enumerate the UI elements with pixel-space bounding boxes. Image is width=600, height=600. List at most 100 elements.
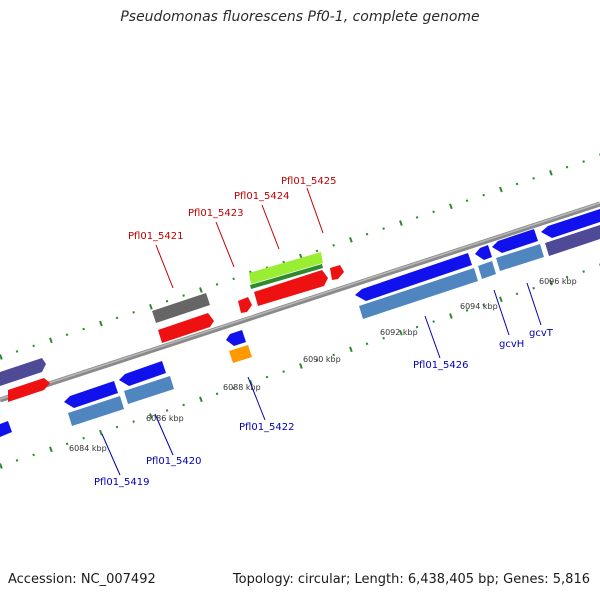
feature-red-5424[interactable] (254, 270, 328, 306)
minor-tick (15, 459, 19, 462)
feature-steel-5426[interactable] (359, 268, 478, 319)
minor-tick (482, 193, 485, 197)
tick-labels: 6084 kbp 6086 kbp 6088 kbp 6090 kbp 6092… (69, 277, 577, 453)
gene-label-5421[interactable]: Pfl01_5421 (128, 231, 184, 242)
minor-tick (532, 286, 535, 290)
leader-5420 (154, 413, 174, 456)
minor-tick (582, 160, 585, 163)
minor-tick (565, 165, 569, 169)
minor-tick (515, 182, 519, 186)
feature-blue-gcvT[interactable] (492, 229, 538, 253)
minor-tick (282, 370, 285, 373)
feature-darkgreen-5424[interactable] (250, 264, 323, 289)
minor-tick (165, 299, 169, 303)
feature-blue-5419[interactable] (64, 381, 118, 408)
minor-tick (465, 199, 469, 203)
feature-grey-5421[interactable] (152, 293, 210, 323)
feature-steel-5420[interactable] (124, 376, 174, 404)
minor-tick (282, 260, 285, 264)
minor-tick (182, 294, 185, 297)
tick-label-6094: 6094 kbp (460, 302, 498, 311)
accession-text: Accession: NC_007492 (8, 572, 156, 587)
gene-label-5426[interactable]: Pfl01_5426 (413, 360, 469, 371)
feature-blue-5422[interactable] (226, 330, 246, 346)
genome-backbone-highlight (0, 202, 600, 400)
reverse-labels: Pfl01_5419 Pfl01_5420 Pfl01_5422 Pfl01_5… (94, 328, 554, 488)
feature-red-5425[interactable] (330, 265, 344, 280)
major-tick (349, 346, 353, 353)
feature-slate-right-edge[interactable] (545, 225, 600, 256)
minor-tick (315, 359, 319, 362)
minor-tick (165, 409, 169, 412)
minor-tick (215, 283, 219, 286)
major-tick (499, 296, 503, 303)
major-tick (449, 313, 453, 319)
gene-label-5424[interactable]: Pfl01_5424 (234, 191, 290, 202)
minor-tick (132, 310, 135, 314)
feature-blue-left-edge[interactable] (0, 421, 12, 437)
minor-tick (532, 176, 535, 180)
gene-label-5422[interactable]: Pfl01_5422 (239, 422, 295, 433)
gene-label-5425[interactable]: Pfl01_5425 (281, 176, 337, 187)
major-tick (449, 203, 453, 210)
minor-tick (82, 327, 85, 331)
major-tick (99, 320, 103, 327)
leader-5419 (101, 433, 121, 476)
minor-tick (115, 316, 119, 320)
feature-steel-5419[interactable] (68, 396, 124, 426)
gene-label-5423[interactable]: Pfl01_5423 (188, 208, 244, 219)
minor-tick (265, 375, 269, 379)
minor-tick (315, 249, 319, 253)
minor-tick (465, 309, 469, 312)
tick-label-6092: 6092 kbp (380, 328, 418, 337)
leader-5421 (155, 244, 174, 289)
minor-tick (515, 292, 519, 296)
feature-blue-gcvH[interactable] (475, 245, 492, 260)
feature-red-left[interactable] (8, 378, 50, 402)
gene-label-gcvT[interactable]: gcvT (529, 328, 554, 339)
feature-blue-5426[interactable] (355, 253, 472, 301)
feature-blue-right-edge[interactable] (541, 209, 600, 238)
leader-5423 (215, 221, 235, 268)
feature-steel-gcvT[interactable] (496, 244, 544, 271)
reverse-features (0, 209, 600, 437)
minor-tick (65, 442, 69, 446)
major-tick (49, 337, 53, 344)
major-tick (399, 220, 403, 226)
inner-tick-track (0, 263, 600, 469)
gene-label-5420[interactable]: Pfl01_5420 (146, 456, 202, 467)
minor-tick (232, 277, 235, 281)
major-tick (549, 169, 553, 176)
minor-tick (215, 392, 219, 396)
tick-label-6088: 6088 kbp (223, 383, 261, 392)
leader-5426 (424, 315, 441, 359)
minor-tick (482, 303, 485, 307)
feature-red-5423[interactable] (238, 297, 252, 313)
gene-label-gcvH[interactable]: gcvH (499, 339, 524, 350)
tick-label-6090: 6090 kbp (303, 355, 341, 364)
minor-tick (82, 436, 85, 440)
gene-label-5419[interactable]: Pfl01_5419 (94, 477, 150, 488)
map-title: Pseudomonas fluorescens Pf0-1, complete … (120, 9, 480, 25)
feature-orange-5422[interactable] (229, 345, 252, 363)
minor-tick (365, 342, 369, 346)
minor-tick (182, 403, 185, 407)
minor-tick (32, 344, 35, 348)
leader-gcvH (493, 289, 510, 336)
minor-tick (415, 325, 419, 329)
leader-gcvT (526, 282, 542, 326)
feature-steel-gcvH[interactable] (478, 261, 496, 279)
minor-tick (382, 336, 385, 340)
forward-labels: Pfl01_5421 Pfl01_5423 Pfl01_5424 Pfl01_5… (128, 176, 337, 242)
major-tick (0, 354, 3, 360)
tick-label-6096: 6096 kbp (539, 277, 577, 286)
feature-green-5424[interactable] (249, 252, 323, 284)
feature-blue-5420[interactable] (119, 361, 166, 386)
major-tick (349, 236, 353, 243)
feature-slate-left[interactable] (0, 358, 46, 386)
minor-tick (65, 333, 69, 337)
feature-red-5421[interactable] (158, 313, 214, 343)
major-tick (149, 413, 153, 419)
minor-tick (582, 270, 585, 273)
